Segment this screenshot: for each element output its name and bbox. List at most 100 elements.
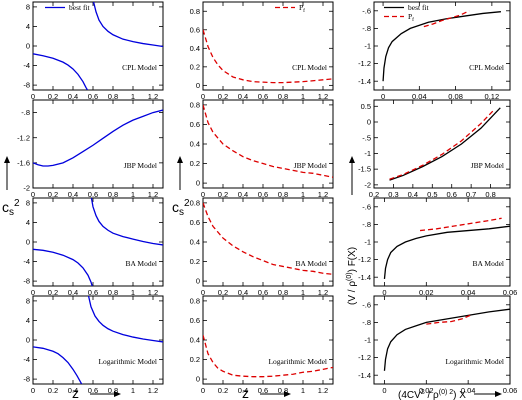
- x-tick-label: 0.8: [278, 190, 288, 199]
- x-tick-label: 0.12: [485, 92, 500, 101]
- x-tick-label: 0.2: [218, 190, 228, 199]
- ylabel-right-arrowhead: [349, 156, 355, 163]
- panel-c02: 0 0.04 0.08 0.12 -.6 -.8 -1 -1.2 -1.4 CPL Model be…: [358, 1, 511, 101]
- x-tick-label: 1: [131, 190, 135, 199]
- panel-c10: 0 0.2 0.4 0.6 0.8 1 1.2 -.8 -1.2 -1.6 -2 JBP Model: [17, 99, 164, 199]
- y-tick-label: -1.4: [358, 371, 371, 380]
- y-tick-label: 0.6: [190, 218, 200, 227]
- y-tick-label: -1.2: [17, 133, 30, 142]
- y-tick-label: -.5: [362, 133, 371, 142]
- series-group: [383, 308, 510, 371]
- y-tick-label: 0: [26, 238, 30, 247]
- panel-label: CPL Model: [469, 63, 504, 72]
- y-tick-label: 0.4: [190, 336, 200, 345]
- x-tick-label: 0.6: [88, 288, 98, 297]
- x-tick-label: 0.8: [278, 92, 288, 101]
- y-tick-label: -1: [364, 42, 371, 51]
- y-tick-label: 8: [26, 2, 30, 11]
- series-line: [203, 29, 333, 84]
- panel-label: Logarithmic Model: [98, 357, 157, 366]
- x-tick-label: 0.6: [258, 92, 268, 101]
- x-tick-label: 0: [201, 92, 205, 101]
- y-tick-label: -8: [23, 81, 30, 90]
- series-line: [203, 104, 333, 178]
- x-tick-label: 1.2: [318, 190, 328, 199]
- x-tick-label: 1: [301, 92, 305, 101]
- y-tick-label: -.8: [362, 24, 371, 33]
- x-tick-label: 0.06: [503, 288, 518, 297]
- x-tick-label: 0.3: [388, 190, 398, 199]
- x-tick-label: 1.2: [148, 288, 158, 297]
- y-tick-label: 0: [26, 42, 30, 51]
- y-tick-label: -.8: [362, 220, 371, 229]
- x-tick-label: 0.6: [88, 92, 98, 101]
- series-group: [33, 2, 163, 90]
- ylabel-mid-arrowhead: [177, 156, 183, 163]
- x-tick-label: 0.8: [278, 288, 288, 297]
- panel-label: BA Model: [126, 259, 157, 268]
- y-tick-label: 4: [26, 218, 30, 227]
- x-tick-label: 1: [131, 92, 135, 101]
- y-tick-label: -.8: [21, 108, 30, 117]
- series-line: [419, 217, 502, 232]
- x-tick-label: 0.04: [461, 386, 476, 395]
- y-tick-label: -.6: [362, 300, 371, 309]
- series-group: [383, 217, 510, 280]
- y-tick-label: -1.2: [358, 59, 371, 68]
- panel-c11: 0 0.2 0.4 0.6 0.8 1 1.2 0 0.2 0.4 0.6 0.8 JBP Model: [190, 99, 334, 199]
- xlabel-left: z: [72, 385, 79, 400]
- x-tick-label: 1.2: [318, 92, 328, 101]
- y-tick-label: 0.4: [190, 140, 200, 149]
- x-tick-label: 0.2: [48, 190, 58, 199]
- x-tick-label: 0: [31, 190, 35, 199]
- y-tick-label: -1.4: [358, 273, 371, 282]
- legend-label: best fit: [69, 3, 91, 12]
- plot-frame: [373, 99, 511, 189]
- xlabel-left-arrowhead: [114, 391, 121, 397]
- panel-label: BA Model: [296, 259, 327, 268]
- y-tick-label: 4: [26, 22, 30, 31]
- y-tick-label: 0: [196, 375, 200, 384]
- y-tick-label: -2: [364, 180, 371, 189]
- y-tick-label: -1.2: [358, 255, 371, 264]
- series-line: [383, 225, 510, 280]
- x-tick-label: 0.4: [238, 92, 248, 101]
- panel-label: JBP Model: [471, 161, 504, 170]
- series-line: [33, 53, 89, 90]
- series-group: [203, 334, 333, 378]
- y-tick-label: -8: [23, 277, 30, 286]
- x-tick-label: 0.6: [88, 190, 98, 199]
- y-tick-label: 0: [196, 179, 200, 188]
- ylabel-right: (V / ρ(0)) F(X): [346, 247, 358, 305]
- y-tick-label: 0.8: [190, 7, 200, 16]
- x-tick-label: 0: [31, 92, 35, 101]
- x-tick-label: 0: [382, 386, 386, 395]
- x-tick-label: 1: [131, 288, 135, 297]
- x-tick-label: 0.7: [466, 190, 476, 199]
- y-tick-label: -1.5: [358, 165, 371, 174]
- x-tick-label: 0: [201, 386, 205, 395]
- y-tick-label: 0.5: [361, 102, 371, 111]
- series-group: [33, 296, 163, 384]
- panel-c00: 0 0.2 0.4 0.6 0.8 1 1.2 8 4 0 -4 -8 CPL Model best fi…: [23, 1, 164, 101]
- x-tick-label: 0.2: [369, 190, 379, 199]
- series-line: [33, 109, 163, 167]
- y-tick-label: -8: [23, 375, 30, 384]
- panel-label: CPL Model: [122, 63, 157, 72]
- xlabel-right: (4CV2 / ρ(0) 2) X: [398, 389, 466, 400]
- x-tick-label: 0.2: [48, 288, 58, 297]
- x-tick-label: 0.6: [258, 288, 268, 297]
- x-tick-label: 0.08: [448, 92, 463, 101]
- y-tick-label: -1: [364, 149, 371, 158]
- x-tick-label: 0.6: [258, 190, 268, 199]
- panel-label: BA Model: [473, 259, 504, 268]
- x-tick-label: 0.4: [238, 386, 248, 395]
- panel-label: Logarithmic Model: [445, 357, 504, 366]
- x-tick-label: 0.06: [503, 386, 518, 395]
- plot-frame: [373, 197, 511, 287]
- panel-c32: 0 0.02 0.04 0.06 -.6 -.8 -1 -1.2 -1.4 Logarithmic…: [358, 295, 518, 395]
- y-tick-label: 0.8: [190, 100, 200, 109]
- x-tick-label: 0.6: [446, 190, 456, 199]
- x-tick-label: 0.4: [68, 92, 78, 101]
